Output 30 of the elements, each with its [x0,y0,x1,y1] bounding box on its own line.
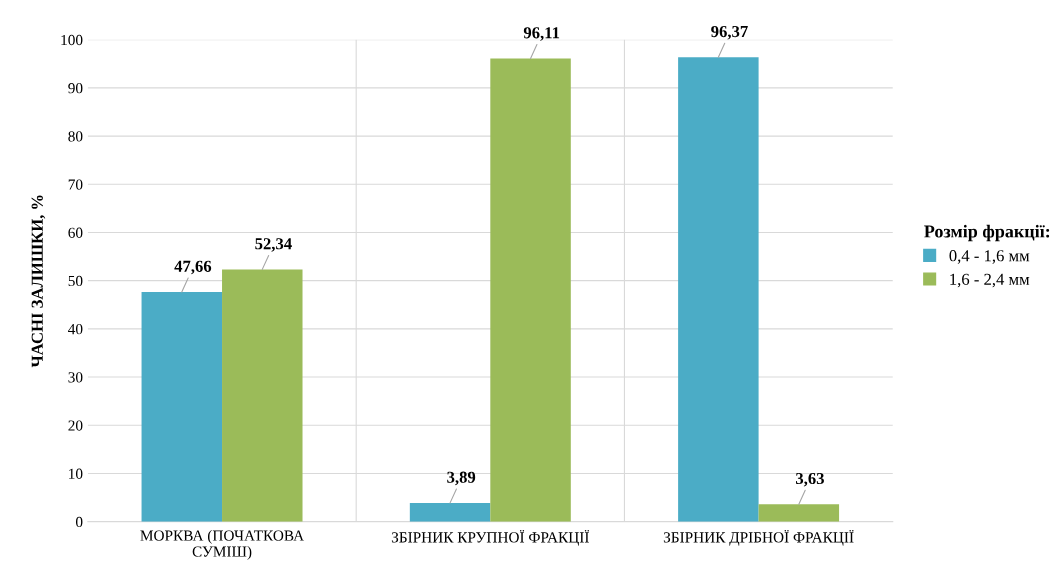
y-tick-label: 70 [68,179,83,190]
bar [758,504,840,522]
y-tick-label: 80 [68,131,83,142]
y-tick-label: 100 [61,34,83,46]
y-axis-title: ЧАСНІ ЗАЛИШКИ, % [31,195,46,368]
data-label: 96,37 [711,25,748,40]
data-label: 3,63 [795,472,824,487]
bar [678,57,759,522]
bar [490,58,571,522]
legend-title: Розмір фракції: [924,224,1050,242]
bar [141,291,223,522]
data-label: 52,34 [255,238,292,252]
y-tick-label: 20 [68,420,83,431]
y-tick-label: 30 [68,372,83,383]
data-label: 3,89 [447,471,476,486]
data-label: 96,11 [523,27,560,41]
y-tick-label: 10 [69,468,83,479]
bar [222,269,303,522]
y-tick-label: 90 [68,83,83,94]
legend-label: 0,4 - 1,6 мм [949,250,1030,264]
y-tick-label: 40 [68,324,83,335]
y-tick-label: 0 [75,516,83,528]
x-tick-label: ЗБІРНИК КРУПНОЇ ФРАКЦІЇ [391,529,589,546]
data-label: 47,66 [174,260,212,275]
y-tick-label: 50 [68,275,83,287]
x-tick-label: ЗБІРНИК ДРІБНОЇ ФРАКЦІЇ [663,529,854,546]
y-tick-label: 60 [68,227,83,238]
bar [409,502,491,522]
legend-label: 1,6 - 2,4 мм [950,273,1030,288]
x-tick-label: МОРКВА (ПОЧАТКОВА СУМІШ) [140,529,305,560]
